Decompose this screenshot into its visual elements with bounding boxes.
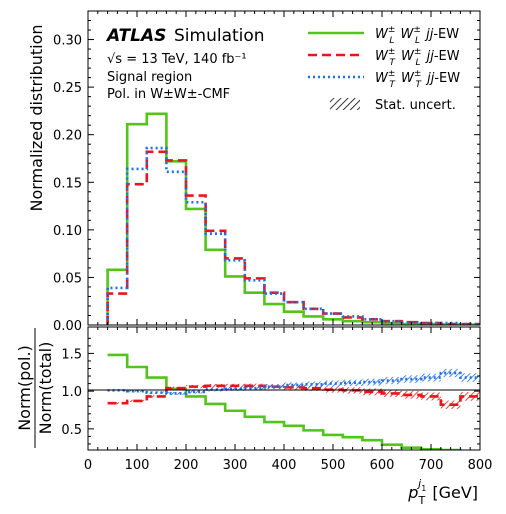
main-panel: 0.00 0.05 0.10 0.15 0.20 0.25 0.30 ATLAS Simul…: [53, 10, 481, 334]
ratio-x-tick-label: 400: [272, 458, 297, 473]
legend-swatch-stat-uncert: [330, 98, 360, 110]
ratio-x-tick-label: 200: [174, 458, 199, 473]
main-y-tick-label: 0.10: [53, 224, 82, 239]
ratio-uncert-band-w-t-w-l-jj-ew-bin-2: [146, 395, 167, 398]
ratio-y-tick-label: 1.0: [61, 385, 82, 400]
atlas-label: ATLAS: [105, 26, 166, 46]
main-y-axis-title: Normalized distribution: [27, 25, 46, 212]
ratio-uncert-band-w-t-w-l-jj-ew-bin-0: [107, 402, 128, 405]
ratio-y-tick-label: 1.5: [61, 347, 82, 362]
main-series-group: [106, 112, 480, 325]
ratio-uncert-band-w-t-w-t-jj-ew-bin-9: [284, 382, 304, 388]
ratio-y-denominator: Norm(total): [36, 342, 55, 435]
main-x-ticks: [87, 11, 481, 325]
ratio-uncert-band-w-t-w-l-jj-ew-bin-3: [166, 386, 186, 390]
main-y-tick-label: 0.15: [53, 176, 82, 191]
frame-label: Pol. in W±W±-CMF: [107, 87, 230, 102]
ratio-uncert-band-w-t-w-t-jj-ew-bin-10: [303, 381, 324, 388]
ratio-x-tick-label: 500: [321, 458, 346, 473]
simulation-label: Simulation: [174, 26, 265, 46]
x-axis-title: pTj1 [GeV]: [407, 477, 478, 507]
main-y-tick-label: 0.25: [53, 81, 82, 96]
ratio-x-tick-label: 0: [84, 458, 92, 473]
main-y-tick-label: 0.00: [53, 319, 82, 334]
ratio-y-axis-title: Norm(pol.) Norm(total): [15, 328, 55, 448]
ratio-series-w-l-w-l-jj-ew-line: [107, 353, 462, 450]
ratio-series-group: [107, 353, 480, 450]
main-y-tick-label: 0.30: [53, 34, 82, 49]
ratio-x-tick-label: 700: [419, 458, 444, 473]
ratio-x-tick-label: 600: [370, 458, 395, 473]
main-series-w-t-w-l-jj-ew-line: [106, 150, 480, 325]
ratio-panel: 0.5 1.0 1.5 0 100 200 300 400 500 600 700 800: [61, 326, 493, 473]
ratio-x-tick-label: 300: [223, 458, 248, 473]
ratio-x-ticks: 0 100 200 300 400 500 600 700 800: [84, 327, 493, 473]
main-y-ticks: 0.00 0.05 0.10 0.15 0.20 0.25 0.30: [53, 20, 480, 334]
ratio-series-w-t-w-t-jj-ew-line: [107, 371, 480, 395]
ratio-x-tick-label: 100: [125, 458, 150, 473]
ratio-uncert-band-w-t-w-t-jj-ew-bin-11: [323, 380, 343, 387]
legend-label-w-t-w-t-jj-ew: W± T W± T jj-EW: [375, 69, 460, 90]
ratio-y-numerator: Norm(pol.): [15, 345, 34, 431]
ratio-uncert-band-w-t-w-t-jj-ew-bin-13: [362, 378, 382, 386]
main-y-tick-label: 0.20: [53, 129, 82, 144]
main-y-tick-label: 0.05: [53, 271, 82, 286]
energy-label: √s = 13 TeV, 140 fb⁻¹: [107, 52, 247, 67]
region-label: Signal region: [107, 70, 192, 85]
legend-label-w-l-w-l-jj-ew: W± L W± L jj-EW: [375, 25, 459, 46]
ratio-uncert-band-w-t-w-t-jj-ew-bin-16: [421, 373, 441, 382]
ratio-uncert-band-w-t-w-l-jj-ew-bin-7: [244, 383, 265, 389]
ratio-uncert-band-w-t-w-l-jj-ew-bin-5: [205, 384, 226, 388]
ratio-uncert-band-w-t-w-t-jj-ew-bin-4: [186, 390, 206, 394]
ratio-y-tick-label: 0.5: [61, 423, 82, 438]
main-series-w-t-w-t-jj-ew-line: [106, 146, 480, 325]
legend-label-stat-uncert: Stat. uncert.: [375, 98, 456, 113]
ratio-y-ticks: 0.5 1.0 1.5: [61, 337, 480, 445]
ratio-uncert-band-w-t-w-t-jj-ew-bin-6: [225, 386, 245, 391]
main-series-w-l-w-l-jj-ew-line: [106, 112, 480, 325]
legend-label-w-t-w-l-jj-ew: W± T W± L jj-EW: [375, 47, 460, 68]
legend: W± L W± L jj-EWW± T W± L jj-EWW± T W± T jj-EW S…: [308, 25, 460, 113]
ratio-uncert-band-w-t-w-t-jj-ew-bin-12: [342, 379, 363, 387]
ratio-x-tick-label: 800: [468, 458, 493, 473]
